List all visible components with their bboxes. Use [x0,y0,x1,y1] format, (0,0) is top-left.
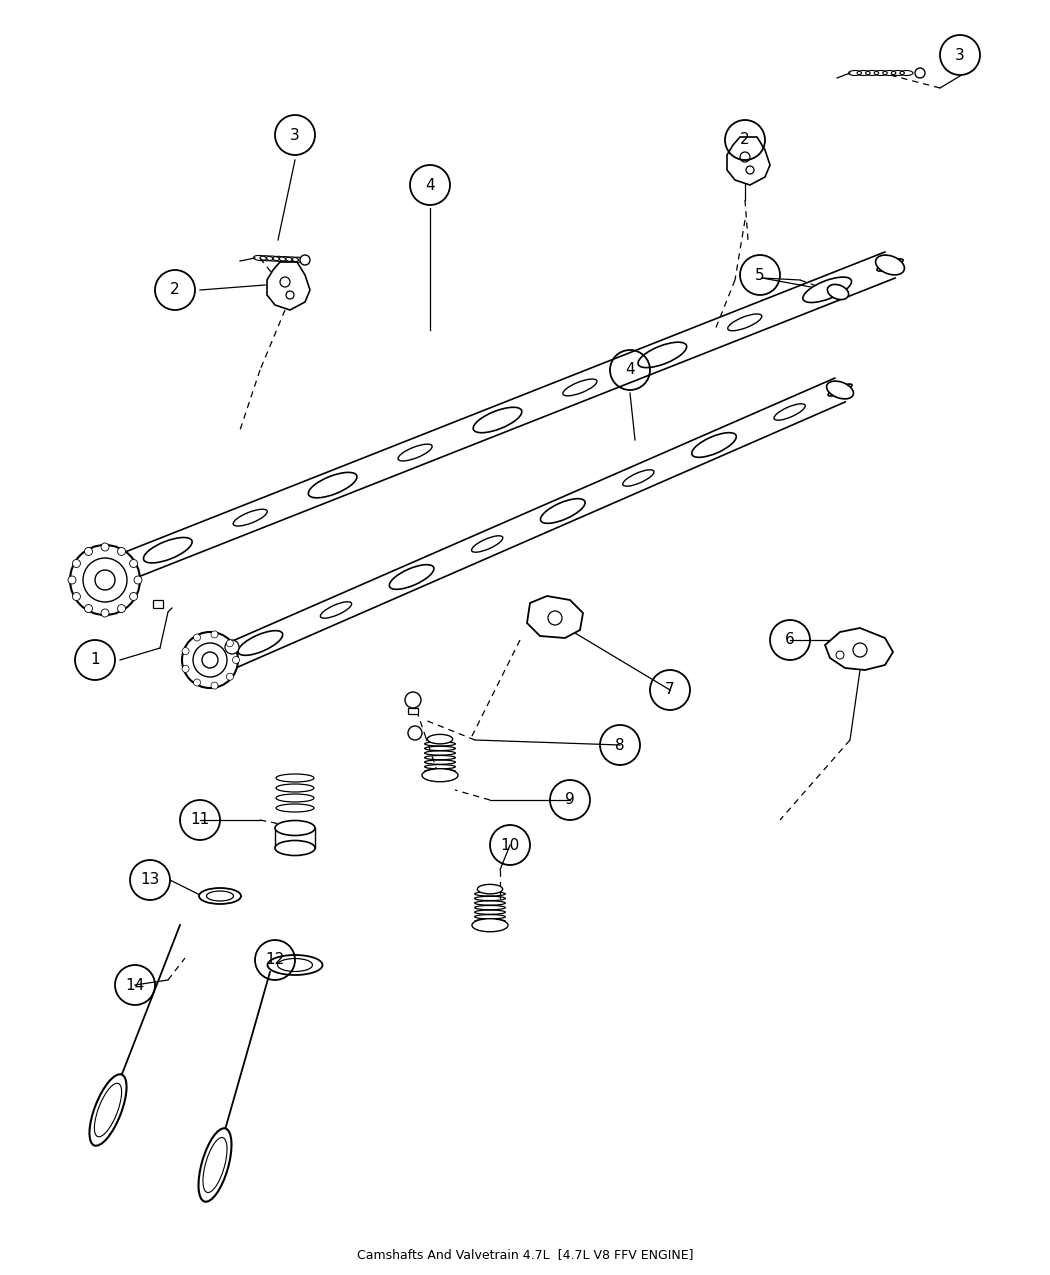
Circle shape [72,560,81,567]
Circle shape [193,634,201,641]
Ellipse shape [638,342,687,367]
Polygon shape [825,629,892,669]
Circle shape [118,547,126,556]
Polygon shape [267,261,310,310]
Ellipse shape [268,955,322,975]
Text: 10: 10 [501,838,520,853]
Ellipse shape [471,536,503,552]
Ellipse shape [320,602,352,618]
Circle shape [280,277,290,287]
Circle shape [94,570,116,590]
Text: 3: 3 [290,128,300,143]
Polygon shape [527,595,583,638]
Circle shape [101,543,109,551]
Text: 4: 4 [625,362,635,377]
Text: 13: 13 [141,872,160,887]
Ellipse shape [563,379,597,395]
Circle shape [84,604,92,612]
Ellipse shape [422,769,458,782]
Circle shape [193,680,201,686]
Ellipse shape [474,407,522,432]
Ellipse shape [275,840,315,856]
Ellipse shape [692,432,736,458]
Text: Camshafts And Valvetrain 4.7L  [4.7L V8 FFV ENGINE]: Camshafts And Valvetrain 4.7L [4.7L V8 F… [357,1248,693,1261]
Circle shape [227,673,233,680]
Text: 2: 2 [740,133,750,148]
FancyBboxPatch shape [408,708,418,714]
Ellipse shape [623,469,654,486]
Text: 11: 11 [190,812,210,827]
Ellipse shape [200,887,242,904]
Ellipse shape [541,499,585,523]
Circle shape [182,632,238,688]
Text: 2: 2 [170,283,180,297]
Ellipse shape [827,284,848,300]
Ellipse shape [478,885,503,894]
Ellipse shape [309,473,357,497]
Text: 7: 7 [666,682,675,697]
Circle shape [182,666,189,672]
Text: 5: 5 [755,268,764,283]
Ellipse shape [89,1075,127,1146]
Circle shape [68,576,76,584]
Ellipse shape [915,68,925,78]
Circle shape [70,544,140,615]
Ellipse shape [803,277,852,302]
Circle shape [72,593,81,601]
Text: 9: 9 [565,793,575,807]
Circle shape [853,643,867,657]
Circle shape [129,593,138,601]
Ellipse shape [300,255,310,265]
Circle shape [182,648,189,654]
Circle shape [101,609,109,617]
Circle shape [129,560,138,567]
Circle shape [118,604,126,612]
Text: 14: 14 [125,978,145,992]
Circle shape [202,652,218,668]
Circle shape [134,576,142,584]
Ellipse shape [275,821,315,835]
Ellipse shape [826,381,854,399]
Polygon shape [727,136,770,185]
Ellipse shape [427,734,453,743]
Ellipse shape [877,259,903,272]
Text: 4: 4 [425,177,435,193]
Ellipse shape [238,631,282,655]
Circle shape [225,640,239,654]
Circle shape [227,640,233,646]
Ellipse shape [728,314,762,330]
FancyBboxPatch shape [153,601,163,608]
Ellipse shape [198,1128,231,1202]
Ellipse shape [390,565,434,589]
Circle shape [548,611,562,625]
Circle shape [408,725,422,739]
Ellipse shape [876,255,904,275]
Text: 6: 6 [785,632,795,648]
Text: 1: 1 [90,653,100,668]
Text: 12: 12 [266,952,285,968]
Ellipse shape [828,384,852,397]
Ellipse shape [144,538,192,562]
Circle shape [232,657,239,663]
Ellipse shape [471,919,508,932]
Text: 3: 3 [956,47,965,62]
Circle shape [740,152,750,162]
Circle shape [746,166,754,173]
Ellipse shape [233,509,268,527]
Ellipse shape [398,444,433,462]
Circle shape [405,692,421,708]
Ellipse shape [207,891,233,901]
Circle shape [211,631,218,638]
Ellipse shape [277,959,313,972]
Circle shape [211,682,218,688]
Ellipse shape [774,404,805,421]
Circle shape [84,547,92,556]
Circle shape [286,291,294,300]
Text: 8: 8 [615,737,625,752]
